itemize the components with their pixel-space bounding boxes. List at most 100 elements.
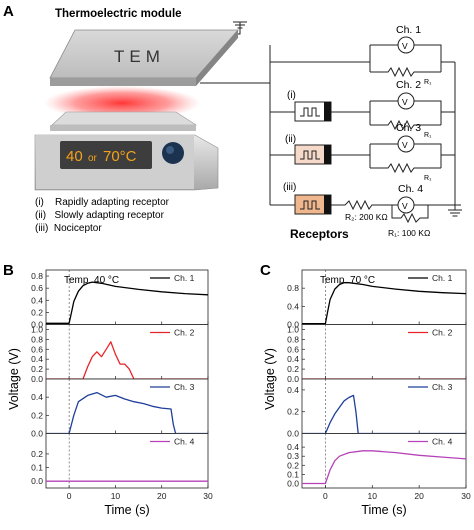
meter-symbol: V bbox=[402, 201, 408, 211]
y-tick-label: 0.2 bbox=[31, 364, 43, 374]
r1-value-label: R₁: 100 KΩ bbox=[388, 228, 430, 238]
y-tick-label: 0.0 bbox=[31, 374, 43, 384]
voltmeter-icon bbox=[397, 92, 415, 110]
legend-label: Ch. 4 bbox=[174, 437, 195, 447]
y-tick-label: 1.0 bbox=[31, 324, 43, 334]
y-tick-label: 0.0 bbox=[31, 476, 43, 486]
circuit-diagram: V Ch. 1 R₁ (i) V Ch. 2 R₁ (ii) V Ch. 3 R… bbox=[200, 24, 462, 238]
y-tick-label: 0.4 bbox=[287, 442, 299, 452]
panel-c-letter: C bbox=[260, 262, 271, 279]
receptors-title: Receptors bbox=[290, 227, 349, 241]
legend-label: Ch. 2 bbox=[174, 328, 195, 338]
y-tick-label: 0.2 bbox=[287, 407, 299, 417]
series-line-ch2 bbox=[46, 341, 208, 380]
knob-icon bbox=[162, 142, 184, 164]
panel-b-letter: B bbox=[3, 262, 14, 279]
y-tick-label: 0.2 bbox=[287, 364, 299, 374]
y-tick-label: 0.0 bbox=[31, 429, 43, 439]
y-tick-label: 0.0 bbox=[31, 320, 43, 330]
x-tick-label: 0 bbox=[67, 491, 72, 501]
subplot-frame bbox=[45, 324, 209, 380]
x-tick-label: 0 bbox=[323, 491, 328, 501]
legend-label: Ch. 1 bbox=[432, 273, 453, 283]
voltmeter-icon bbox=[397, 36, 415, 54]
series-line-ch4 bbox=[302, 450, 467, 485]
y-tick-label: 0.0 bbox=[287, 429, 299, 439]
series-line-ch1 bbox=[302, 282, 467, 325]
y-tick-label: 0.8 bbox=[31, 334, 43, 344]
subplot-frame bbox=[301, 324, 467, 380]
y-tick-label: 0.2 bbox=[31, 307, 43, 317]
row-tag-ii: (ii) bbox=[285, 134, 296, 145]
r1-label: R₁ bbox=[424, 132, 432, 139]
subplot-frame bbox=[301, 433, 467, 489]
y-tick-label: 0.4 bbox=[31, 295, 43, 305]
chart-panel-c: 0.00.40.8Ch. 10.00.20.40.60.81.0 Ch. 20.0… bbox=[263, 269, 471, 517]
legend-label: Ch. 2 bbox=[432, 328, 453, 338]
channel-label-ch4: Ch. 4 bbox=[398, 183, 423, 195]
subplot-frame bbox=[301, 269, 467, 325]
y-tick-label: 0.6 bbox=[31, 283, 43, 293]
row-tag-iii: (iii) bbox=[283, 182, 296, 193]
receptor-list-item: (i) Rapidly adapting receptor bbox=[35, 197, 170, 208]
legend-label: Ch. 3 bbox=[432, 382, 453, 392]
y-tick-label: 0.4 bbox=[287, 354, 299, 364]
x-tick-label: 10 bbox=[368, 491, 378, 501]
y-tick-label: 0.1 bbox=[31, 463, 43, 473]
channel-label-ch3: Ch. 3 bbox=[396, 122, 421, 134]
y-tick-label: 0.4 bbox=[287, 301, 299, 311]
temperature-display bbox=[60, 141, 152, 169]
panel-c-annotation: Temp. 70 °C bbox=[320, 275, 375, 286]
subplot-frame bbox=[45, 433, 209, 489]
plate-label: TEM bbox=[114, 47, 165, 66]
y-tick-label: 0.2 bbox=[31, 410, 43, 420]
channel-label-ch1: Ch. 1 bbox=[396, 24, 421, 36]
meter-symbol: V bbox=[402, 140, 408, 150]
y-tick-label: 0.2 bbox=[287, 460, 299, 470]
y-tick-label: 0.8 bbox=[287, 334, 299, 344]
y-tick-label: 0.0 bbox=[287, 478, 299, 488]
heat-glow bbox=[44, 86, 200, 120]
x-tick-label: 20 bbox=[414, 491, 424, 501]
y-tick-label: 0.8 bbox=[287, 283, 299, 293]
panel-b-annotation: Temp. 40 °C bbox=[64, 275, 119, 286]
y-tick-label: 1.0 bbox=[287, 324, 299, 334]
meter-symbol: V bbox=[402, 41, 408, 51]
panel-a-letter: A bbox=[3, 3, 14, 20]
y-tick-label: 0.4 bbox=[31, 354, 43, 364]
r1-label: R₁ bbox=[424, 175, 432, 182]
x-tick-label: 20 bbox=[157, 491, 167, 501]
module-title: Thermoelectric module bbox=[55, 8, 182, 20]
y-tick-label: 0.6 bbox=[31, 344, 43, 354]
y-tick-label: 0.1 bbox=[287, 469, 299, 479]
voltmeter-icon bbox=[397, 135, 415, 153]
display-or: or bbox=[88, 153, 98, 164]
x-tick-label: 30 bbox=[203, 491, 213, 501]
r2-label: R₂: 200 KΩ bbox=[345, 212, 388, 222]
y-tick-label: 0.4 bbox=[287, 385, 299, 395]
y-axis-label: Voltage (V) bbox=[263, 348, 277, 410]
y-tick-label: 0.2 bbox=[31, 449, 43, 459]
y-tick-label: 0.4 bbox=[31, 392, 43, 402]
series-line-ch3 bbox=[46, 391, 208, 435]
receptor-list-item: (ii) Slowly adapting receptor bbox=[35, 210, 165, 221]
display-temp-70: 70°C bbox=[103, 148, 137, 165]
subplot-frame bbox=[45, 378, 209, 434]
display-temp-40: 40 bbox=[66, 148, 83, 165]
r1-label: R₁ bbox=[424, 79, 432, 86]
x-tick-label: 30 bbox=[461, 491, 471, 501]
y-tick-label: 0.0 bbox=[287, 374, 299, 384]
subplot-frame bbox=[45, 269, 209, 325]
legend-label: Ch. 4 bbox=[432, 437, 453, 447]
y-tick-label: 0.0 bbox=[287, 320, 299, 330]
x-axis-label: Time (s) bbox=[361, 503, 406, 517]
thermoelectric-plate: TEM bbox=[49, 29, 239, 86]
chart-panel-b: 0.00.20.40.60.8 Ch. 10.00.20.40.60.81.0 Ch… bbox=[7, 269, 213, 517]
channel-label-ch2: Ch. 2 bbox=[396, 79, 421, 91]
meter-symbol: V bbox=[402, 97, 408, 107]
series-line-ch3 bbox=[302, 394, 466, 435]
x-axis-label: Time (s) bbox=[104, 503, 149, 517]
hot-plate-device: 40 or 70°C bbox=[34, 111, 219, 191]
y-tick-label: 0.6 bbox=[287, 344, 299, 354]
